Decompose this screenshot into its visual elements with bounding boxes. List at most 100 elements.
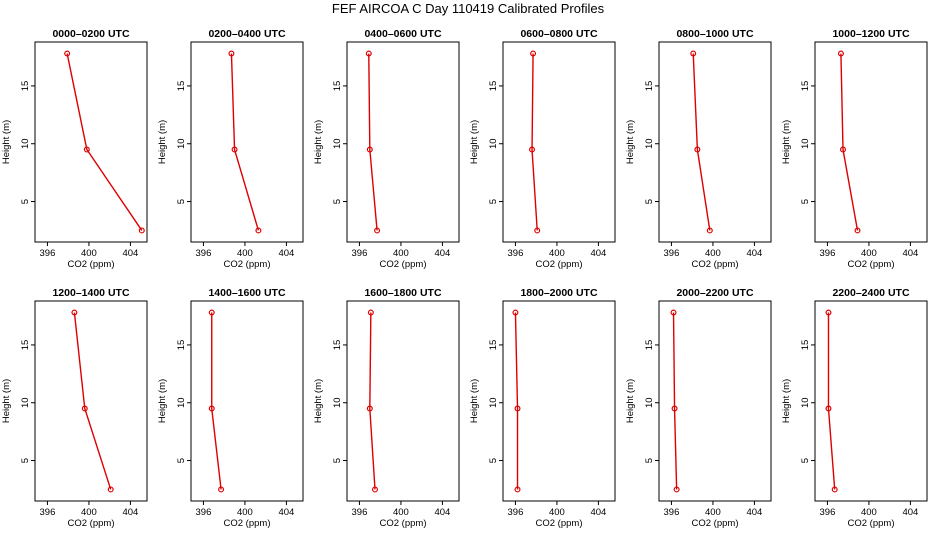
y-tick-label: 5 [800, 458, 811, 463]
profile-point [365, 50, 372, 57]
x-axis-label: CO2 (ppm) [68, 518, 115, 529]
plot-frame [190, 41, 304, 243]
y-tick-label: 5 [176, 458, 187, 463]
panel-title: 1800–2000 UTC [520, 287, 597, 299]
x-tick-label: 400 [861, 248, 877, 259]
profile-panel: 0200–0400 UTC 396 400 404 5 10 15 CO2 (ppm) Heig… [157, 28, 304, 270]
profile-point [694, 146, 701, 153]
y-tick-label: 15 [332, 81, 343, 92]
y-axis-label: Height (m) [313, 379, 324, 423]
y-tick-label: 15 [332, 340, 343, 351]
profile-point [831, 486, 838, 493]
x-tick-label: 396 [820, 507, 836, 518]
y-tick-label: 10 [800, 138, 811, 149]
plot-frame [814, 300, 928, 502]
y-tick-label: 5 [332, 458, 343, 463]
y-tick-label: 10 [176, 397, 187, 408]
plot-frame [34, 41, 148, 243]
y-tick-label: 5 [332, 199, 343, 204]
x-tick-label: 400 [705, 248, 721, 259]
x-axis-label: CO2 (ppm) [536, 518, 583, 529]
profile-point [514, 405, 521, 412]
y-axis-label: Height (m) [781, 120, 792, 164]
x-tick-label: 396 [664, 248, 680, 259]
panel-title: 0800–1000 UTC [676, 28, 753, 40]
profile-point [81, 405, 88, 412]
y-tick-label: 10 [176, 138, 187, 149]
profile-point [374, 227, 381, 234]
y-tick-label: 5 [488, 458, 499, 463]
profile-point [228, 50, 235, 57]
profile-point [208, 309, 215, 316]
x-tick-label: 400 [237, 507, 253, 518]
y-tick-label: 15 [176, 81, 187, 92]
panel-title: 2000–2200 UTC [676, 287, 753, 299]
profile-panel: 2000–2200 UTC 396 400 404 5 10 15 CO2 (ppm) Heig… [625, 287, 772, 529]
y-tick-label: 10 [644, 138, 655, 149]
plot-frame [658, 41, 772, 243]
plot-frame [658, 300, 772, 502]
profile-point [839, 146, 846, 153]
profile-point [825, 405, 832, 412]
x-tick-label: 400 [81, 507, 97, 518]
y-tick-label: 15 [488, 340, 499, 351]
profile-point [529, 146, 536, 153]
profile-point [512, 309, 519, 316]
profile-panel: 1600–1800 UTC 396 400 404 5 10 15 CO2 (ppm) Heig… [313, 287, 460, 529]
x-axis-label: CO2 (ppm) [380, 259, 427, 270]
profile-line [368, 53, 378, 231]
x-tick-label: 396 [196, 248, 212, 259]
panel-grid: 0000–0200 UTC 396 400 404 5 10 15 CO2 (ppm) Heig… [1, 28, 928, 529]
x-tick-label: 404 [434, 248, 450, 259]
panel-title: 0200–0400 UTC [208, 28, 285, 40]
profile-point [107, 486, 114, 493]
y-tick-label: 5 [176, 199, 187, 204]
y-axis-label: Height (m) [1, 379, 12, 423]
y-tick-label: 10 [800, 397, 811, 408]
y-tick-label: 5 [644, 458, 655, 463]
x-tick-label: 400 [549, 507, 565, 518]
x-tick-label: 396 [508, 507, 524, 518]
x-tick-label: 404 [902, 507, 918, 518]
profile-point [83, 146, 90, 153]
profile-panel: 0800–1000 UTC 396 400 404 5 10 15 CO2 (ppm) Heig… [625, 28, 772, 270]
profile-panel: 1800–2000 UTC 396 400 404 5 10 15 CO2 (ppm) Heig… [469, 287, 616, 529]
profile-line [230, 53, 260, 231]
x-axis-label: CO2 (ppm) [692, 518, 739, 529]
x-tick-label: 396 [664, 507, 680, 518]
y-tick-label: 5 [20, 458, 31, 463]
plot-frame [346, 41, 460, 243]
x-axis-label: CO2 (ppm) [848, 259, 895, 270]
x-tick-label: 404 [590, 507, 606, 518]
x-tick-label: 396 [352, 248, 368, 259]
profile-panel: 1200–1400 UTC 396 400 404 5 10 15 CO2 (ppm) Heig… [1, 287, 148, 529]
x-tick-label: 404 [434, 507, 450, 518]
y-tick-label: 15 [800, 340, 811, 351]
profile-line [692, 53, 711, 231]
x-tick-label: 404 [902, 248, 918, 259]
y-tick-label: 5 [20, 199, 31, 204]
plot-frame [502, 300, 616, 502]
profile-point [514, 486, 521, 493]
profile-point [690, 50, 697, 57]
y-axis-label: Height (m) [157, 379, 168, 423]
x-tick-label: 400 [81, 248, 97, 259]
y-axis-label: Height (m) [625, 379, 636, 423]
x-tick-label: 396 [196, 507, 212, 518]
panel-title: 1600–1800 UTC [364, 287, 441, 299]
x-tick-label: 396 [352, 507, 368, 518]
profile-point [231, 146, 238, 153]
y-axis-label: Height (m) [625, 120, 636, 164]
x-tick-label: 404 [590, 248, 606, 259]
y-axis-label: Height (m) [1, 120, 12, 164]
profile-point [530, 50, 537, 57]
y-tick-label: 10 [332, 138, 343, 149]
profile-point [71, 309, 78, 316]
y-tick-label: 15 [644, 340, 655, 351]
y-axis-label: Height (m) [313, 120, 324, 164]
y-tick-label: 15 [176, 340, 187, 351]
profile-point [837, 50, 844, 57]
profile-point [208, 405, 215, 412]
profile-point [367, 309, 374, 316]
x-axis-label: CO2 (ppm) [848, 518, 895, 529]
